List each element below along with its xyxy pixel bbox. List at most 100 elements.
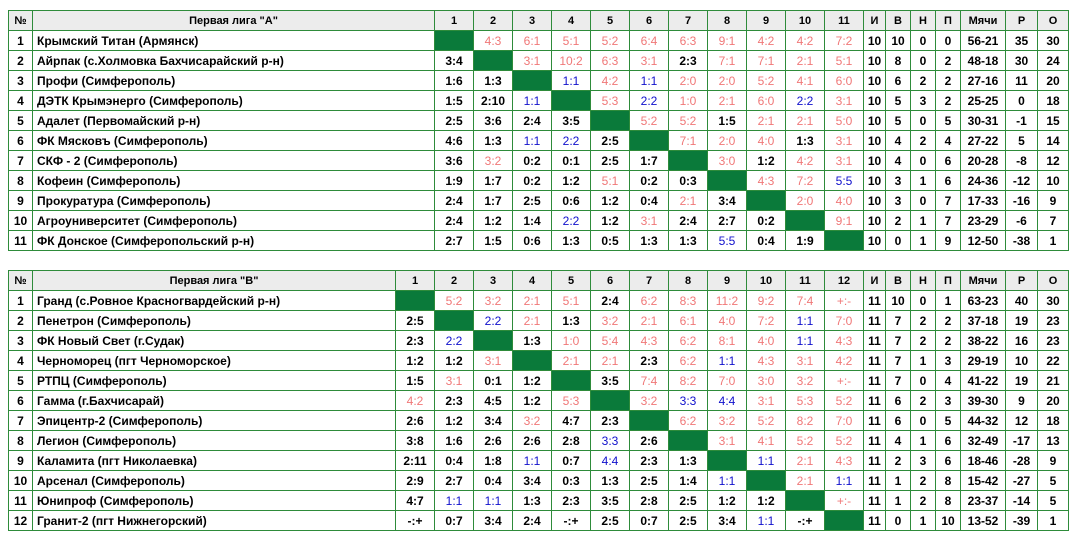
header-cell: 5	[551, 270, 591, 291]
score-cell: 7:1	[746, 50, 786, 71]
header-cell: 2	[473, 10, 513, 31]
stat-cell: 0	[910, 370, 936, 391]
score-cell: 2:2	[551, 130, 591, 151]
stat-cell: 10	[863, 90, 886, 111]
stat-cell: 10	[863, 130, 886, 151]
score-cell: 2:1	[668, 190, 708, 211]
score-cell: 4:2	[785, 150, 825, 171]
score-cell: 3:4	[707, 510, 747, 531]
team-name: Гранит-2 (пгт Нижнегорский)	[32, 510, 396, 531]
diagonal-cell	[668, 430, 708, 451]
score-cell: 2:2	[434, 330, 474, 351]
score-cell: 4:2	[785, 30, 825, 51]
stat-cell: 4	[885, 430, 911, 451]
score-cell: 2:1	[707, 90, 747, 111]
header-cell: 2	[434, 270, 474, 291]
score-cell: 1:2	[590, 210, 630, 231]
team-row: 6 Гамма (г.Бахчисарай) 4:2 2:3 4:5 1:2 5:3 3:2 3…	[8, 390, 1069, 411]
score-cell: 6:0	[824, 70, 864, 91]
team-name: Гранд (с.Ровное Красногвардейский р-н)	[32, 290, 396, 311]
diagonal-cell	[473, 330, 513, 351]
diagonal-cell	[551, 90, 591, 111]
score-cell: 5:2	[746, 410, 786, 431]
header-cell: О	[1037, 270, 1069, 291]
stat-cell: -14	[1005, 490, 1038, 511]
stat-cell: 12	[1037, 150, 1069, 171]
score-cell: 6:1	[668, 310, 708, 331]
score-cell: 3:1	[824, 90, 864, 111]
team-row: 11 ФК Донское (Симферопольский р-н) 2:7 1:5…	[8, 230, 1069, 251]
team-name: Юнипроф (Симферополь)	[32, 490, 396, 511]
score-cell: 10:2	[551, 50, 591, 71]
score-cell: 4:0	[707, 310, 747, 331]
rank-cell: 3	[8, 330, 33, 351]
diagonal-cell	[668, 150, 708, 171]
header-cell: Мячи	[960, 270, 1006, 291]
score-cell: 4:2	[824, 350, 864, 371]
stat-cell: 7	[885, 370, 911, 391]
stat-cell: 10	[863, 30, 886, 51]
stat-cell: -28	[1005, 450, 1038, 471]
score-cell: 8:2	[668, 370, 708, 391]
score-cell: 2:4	[434, 210, 474, 231]
score-cell: 1:1	[785, 330, 825, 351]
score-cell: 2:8	[551, 430, 591, 451]
score-cell: 1:1	[512, 90, 552, 111]
score-cell: 0:2	[512, 150, 552, 171]
score-cell: 2:3	[551, 490, 591, 511]
header-cell: 11	[824, 10, 864, 31]
rank-cell: 6	[8, 390, 33, 411]
stat-cell: 29-19	[960, 350, 1006, 371]
score-cell: 1:1	[707, 350, 747, 371]
score-cell: 0:7	[551, 450, 591, 471]
score-cell: 1:1	[707, 470, 747, 491]
score-cell: 3:2	[629, 390, 669, 411]
stat-cell: 39-30	[960, 390, 1006, 411]
team-row: 2 Айрпак (с.Холмовка Бахчисарайский р-н) 3…	[8, 50, 1069, 71]
score-cell: 0:5	[590, 230, 630, 251]
score-cell: 8:1	[707, 330, 747, 351]
header-cell: №	[8, 270, 33, 291]
stat-cell: 13	[1037, 430, 1069, 451]
header-cell: В	[885, 10, 911, 31]
stat-cell: 6	[935, 430, 961, 451]
score-cell: 5:2	[824, 390, 864, 411]
stat-cell: 3	[935, 350, 961, 371]
score-cell: 1:5	[434, 90, 474, 111]
stat-cell: 13-52	[960, 510, 1006, 531]
score-cell: 3:1	[629, 50, 669, 71]
stat-cell: 7	[935, 210, 961, 231]
stat-cell: 19	[1005, 370, 1038, 391]
score-cell: 5:2	[824, 430, 864, 451]
stat-cell: -6	[1005, 210, 1038, 231]
score-cell: 2:3	[629, 350, 669, 371]
score-cell: 0:7	[434, 510, 474, 531]
stat-cell: -16	[1005, 190, 1038, 211]
score-cell: 4:7	[395, 490, 435, 511]
stat-cell: 1	[910, 210, 936, 231]
stat-cell: 2	[910, 390, 936, 411]
score-cell: 1:5	[395, 370, 435, 391]
rank-cell: 2	[8, 50, 33, 71]
score-cell: 6:2	[629, 290, 669, 311]
header-cell: П	[935, 270, 961, 291]
stat-cell: 10	[1005, 350, 1038, 371]
score-cell: 5:3	[590, 90, 630, 111]
score-cell: 5:2	[629, 110, 669, 131]
stat-cell: 41-22	[960, 370, 1006, 391]
stat-cell: 0	[910, 410, 936, 431]
stat-cell: 0	[910, 190, 936, 211]
score-cell: 3:0	[746, 370, 786, 391]
stat-cell: 0	[885, 230, 911, 251]
score-cell: 3:3	[668, 390, 708, 411]
stat-cell: 6	[885, 390, 911, 411]
rank-cell: 1	[8, 30, 33, 51]
score-cell: 1:0	[668, 90, 708, 111]
score-cell: 4:0	[746, 330, 786, 351]
rank-cell: 11	[8, 230, 33, 251]
stat-cell: 9	[1037, 450, 1069, 471]
score-cell: 1:1	[746, 450, 786, 471]
rank-cell: 9	[8, 190, 33, 211]
score-cell: 3:4	[512, 470, 552, 491]
score-cell: 2:2	[785, 90, 825, 111]
